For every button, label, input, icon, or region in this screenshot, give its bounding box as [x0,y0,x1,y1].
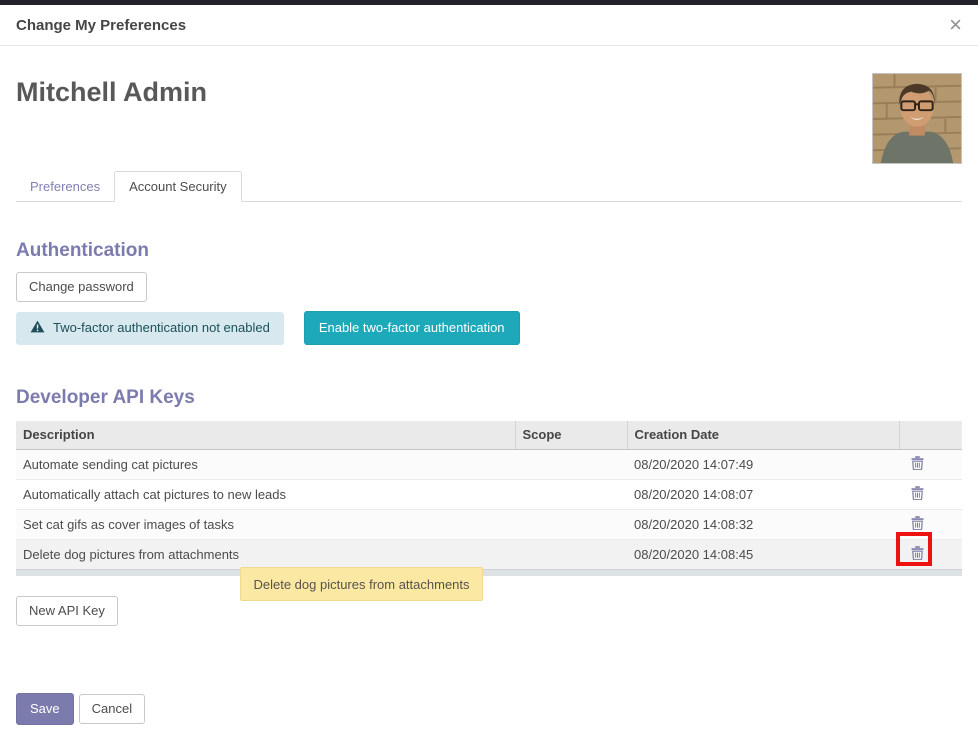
column-header-description[interactable]: Description [16,421,516,450]
api-key-scope [515,478,627,509]
tooltip-text: Delete dog pictures from attachments [253,576,470,592]
twofa-row: Two-factor authentication not enabled En… [16,311,962,345]
enable-twofa-button[interactable]: Enable two-factor authentication [303,311,520,345]
tab-bar: Preferences Account Security [16,171,962,202]
user-name: Mitchell Admin [16,77,208,107]
table-row[interactable]: Automate sending cat pictures 08/20/2020… [16,449,962,479]
api-key-scope [515,449,627,479]
table-row[interactable]: Automatically attach cat pictures to new… [16,478,962,509]
api-key-scope [515,508,627,539]
delete-api-key-button[interactable] [909,455,924,470]
api-key-creation-date: 08/20/2020 14:08:32 [627,508,899,539]
modal-body: Mitchell Admin Preferences Account Secur… [0,78,978,725]
modal-title: Change My Preferences [16,16,187,34]
background-navbar [0,0,978,5]
tooltip: Delete dog pictures from attachments [240,567,483,601]
avatar-illustration [873,74,961,163]
tab-preferences[interactable]: Preferences [30,179,101,194]
table-row[interactable]: Delete dog pictures from attachments 08/… [16,538,962,569]
api-key-creation-date: 08/20/2020 14:08:07 [627,478,899,509]
delete-api-key-button[interactable] [909,545,924,560]
api-key-creation-date: 08/20/2020 14:08:45 [627,538,899,569]
change-password-button[interactable]: Change password [16,272,147,302]
warning-icon [30,320,45,337]
twofa-alert: Two-factor authentication not enabled [16,311,284,345]
api-key-creation-date: 08/20/2020 14:07:49 [634,456,754,472]
delete-api-key-button[interactable] [909,485,924,500]
user-avatar[interactable] [872,73,962,164]
new-api-key-button[interactable]: New API Key [16,596,118,626]
cancel-button[interactable]: Cancel [78,694,146,724]
close-icon[interactable]: × [949,12,962,37]
api-key-scope [515,538,627,569]
api-key-description: Set cat gifs as cover images of tasks [16,508,515,539]
api-key-description: Automate sending cat pictures [23,456,198,472]
api-keys-table: Description Scope Creation Date Automate… [16,421,962,576]
api-key-description: Automatically attach cat pictures to new… [16,478,515,509]
column-header-scope[interactable]: Scope [515,421,628,450]
column-header-actions [899,421,962,450]
modal-footer: Save Cancel [16,693,962,725]
table-footer-strip [16,568,962,576]
api-key-description: Delete dog pictures from attachments [16,538,515,569]
authentication-heading: Authentication [16,240,149,261]
tab-account-security[interactable]: Account Security [114,171,242,202]
delete-api-key-button[interactable] [909,515,924,530]
api-keys-heading: Developer API Keys [16,387,195,408]
column-header-creation-date[interactable]: Creation Date [627,421,900,450]
save-button[interactable]: Save [16,693,74,725]
modal-header: Change My Preferences × [0,5,978,46]
table-header-row: Description Scope Creation Date [16,421,962,450]
table-row[interactable]: Set cat gifs as cover images of tasks 08… [16,508,962,539]
twofa-alert-text: Two-factor authentication not enabled [53,320,270,335]
